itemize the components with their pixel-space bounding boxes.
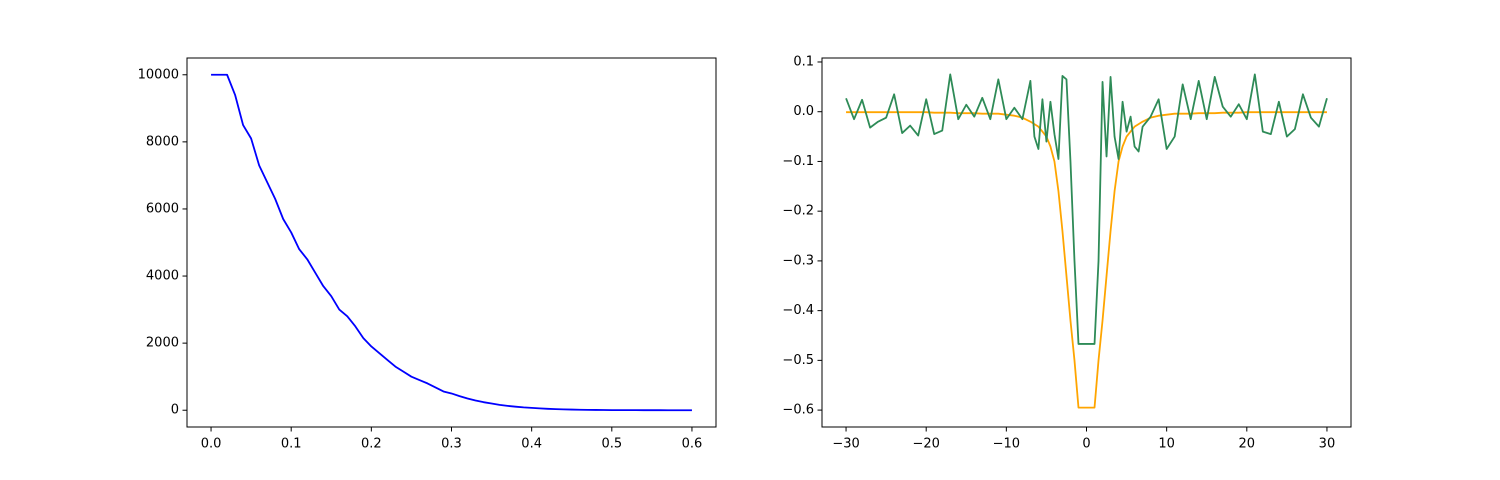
axes-frame bbox=[821, 57, 1352, 428]
data-line bbox=[845, 73, 1328, 345]
y-tick-label: −0.5 bbox=[782, 353, 814, 368]
data-line bbox=[846, 111, 1327, 409]
y-tick-label: 8000 bbox=[146, 134, 179, 149]
x-tick-label: 0.5 bbox=[601, 437, 622, 452]
y-tick-label: 10000 bbox=[138, 67, 179, 82]
x-tick-label: 0 bbox=[1082, 437, 1090, 452]
x-tick-label: 0.0 bbox=[201, 437, 222, 452]
y-tick-label: −0.1 bbox=[782, 154, 814, 169]
y-tick-label: −0.3 bbox=[782, 253, 814, 268]
x-tick-label: −30 bbox=[832, 437, 859, 452]
y-tick-label: −0.4 bbox=[782, 303, 814, 318]
data-line bbox=[211, 73, 692, 412]
x-tick-label: 0.3 bbox=[441, 437, 462, 452]
x-tick-label: −10 bbox=[993, 437, 1020, 452]
x-tick-label: 10 bbox=[1158, 437, 1175, 452]
y-tick-label: 4000 bbox=[146, 269, 179, 284]
x-tick-label: 0.2 bbox=[361, 437, 382, 452]
x-tick-label: 30 bbox=[1319, 437, 1336, 452]
x-tick-label: −20 bbox=[912, 437, 939, 452]
y-tick-label: −0.6 bbox=[782, 403, 814, 418]
x-tick-label: 0.6 bbox=[682, 437, 703, 452]
y-tick-label: 0.1 bbox=[793, 54, 814, 69]
x-tick-label: 20 bbox=[1239, 437, 1256, 452]
x-tick-label: 0.1 bbox=[281, 437, 302, 452]
y-tick-label: 0.0 bbox=[793, 104, 814, 119]
y-tick-label: −0.2 bbox=[782, 204, 814, 219]
x-tick-label: 0.4 bbox=[521, 437, 542, 452]
y-tick-label: 6000 bbox=[146, 201, 179, 216]
axes-frame bbox=[186, 57, 717, 428]
y-tick-label: 2000 bbox=[146, 336, 179, 351]
y-tick-label: 0 bbox=[171, 403, 179, 418]
